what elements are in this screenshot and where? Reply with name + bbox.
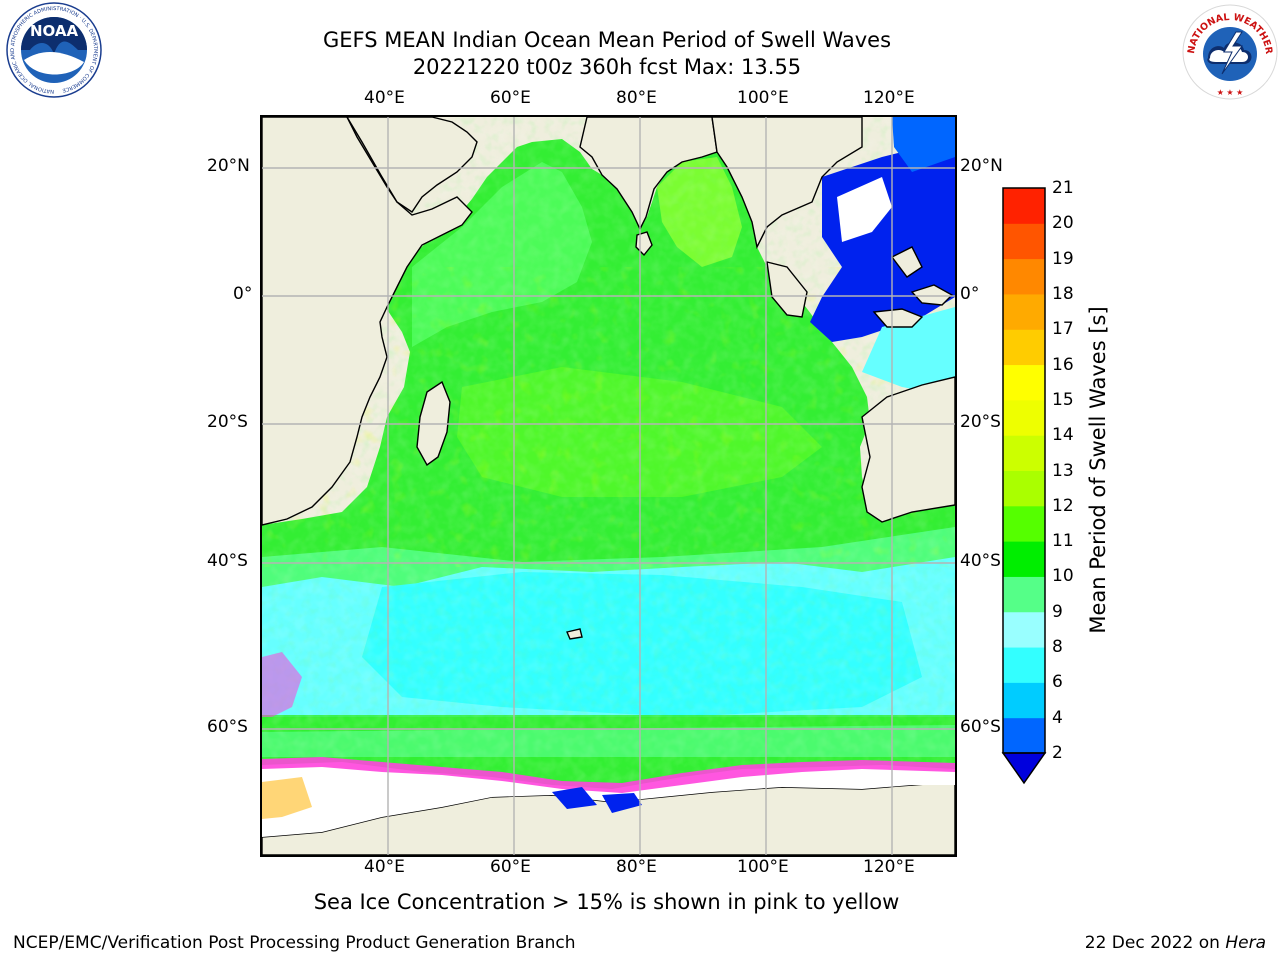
map-title: GEFS MEAN Indian Ocean Mean Period of Sw… [322,28,892,52]
svg-text:★ ★ ★: ★ ★ ★ [1217,88,1244,97]
colorbar-segment [1003,470,1045,507]
colorbar-segment [1003,223,1045,260]
colorbar-tick-label: 9 [1052,601,1063,622]
colorbar-segment [1003,541,1045,577]
colorbar-title: Mean Period of Swell Waves [s] [1086,306,1110,634]
lat-label-40s-right: 40°S [960,551,1001,571]
lon-label-40e-bottom: 40°E [364,857,405,877]
colorbar-tick-label: 10 [1052,566,1074,587]
colorbar-segment [1003,717,1045,754]
lon-label-100e-bottom: 100°E [737,857,789,877]
sea-ice [262,652,955,837]
noaa-logo: NATIONAL OCEANIC AND ATMOSPHERIC ADMINIS… [6,2,102,98]
lat-label-40s-left: 40°S [207,551,248,571]
colorbar-tick-label: 12 [1052,495,1074,516]
lat-label-60s-right: 60°S [960,717,1001,737]
colorbar-segment [1003,399,1045,436]
lat-label-20n-left: 20°N [207,156,250,176]
colorbar-tick-label: 8 [1052,637,1063,658]
colorbar-tick-label: 21 [1052,178,1074,198]
landmasses [262,117,955,855]
lat-label-0-left: 0° [233,284,253,304]
colorbar-tick-label: 16 [1052,354,1074,375]
lat-label-20n-right: 20°N [960,156,1003,176]
colorbar-segment [1003,435,1045,471]
lon-label-120e-bottom: 120°E [863,857,915,877]
colorbar-tick-label: 14 [1052,425,1074,446]
lon-label-100e-top: 100°E [737,88,789,108]
lat-label-20s-left: 20°S [207,412,248,432]
colorbar-segment [1003,576,1045,613]
nws-logo: NATIONAL WEATHER SERVICE ★ ★ ★ [1180,2,1278,100]
colorbar-extend-triangle [1001,752,1047,785]
lat-label-20s-right: 20°S [960,412,1001,432]
colorbar-segment [1003,682,1045,719]
colorbar-tick-label: 13 [1052,460,1074,481]
colorbar-tick-label: 2 [1052,743,1063,763]
colorbar-segment [1003,293,1045,330]
colorbar-tick-label: 20 [1052,213,1074,234]
lon-label-120e-top: 120°E [863,88,915,108]
colorbar [1001,187,1047,785]
colorbar-segment [1003,505,1045,542]
graticule [262,117,955,855]
lon-label-80e-top: 80°E [616,88,657,108]
colorbar-tick-label: 18 [1052,283,1074,304]
colorbar-tick-label: 19 [1052,248,1074,269]
footer-date-text: 22 Dec 2022 on [1084,933,1226,953]
map-subtitle: 20221220 t00z 360h fcst Max: 13.55 [412,55,802,79]
swell-period-map [262,117,955,855]
map-panel [260,115,957,857]
lon-label-80e-bottom: 80°E [616,857,657,877]
lon-label-60e-top: 60°E [490,88,531,108]
lat-label-60s-left: 60°S [207,717,248,737]
colorbar-tick-label: 6 [1052,672,1063,693]
lon-label-40e-top: 40°E [364,88,405,108]
lon-label-60e-bottom: 60°E [490,857,531,877]
noaa-text: NOAA [30,22,79,40]
sea-ice-note: Sea Ice Concentration > 15% is shown in … [313,890,900,914]
colorbar-segment [1003,258,1045,295]
footer-machine: Hera [1225,933,1266,953]
colorbar-segment [1003,364,1045,401]
footer-date: 22 Dec 2022 on Hera [1085,933,1266,953]
colorbar-tick-label: 4 [1052,707,1063,728]
colorbar-segment [1003,188,1045,224]
colorbar-segment [1003,647,1045,683]
colorbar-tick-label: 11 [1052,531,1074,552]
footer-credit: NCEP/EMC/Verification Post Processing Pr… [13,933,576,953]
colorbar-segment [1003,611,1045,648]
colorbar-tick-label: 15 [1052,389,1074,410]
colorbar-segment [1003,329,1045,366]
colorbar-tick-label: 17 [1052,319,1074,340]
colorbar-outline [1002,187,1046,754]
lat-label-0-right: 0° [960,284,980,304]
